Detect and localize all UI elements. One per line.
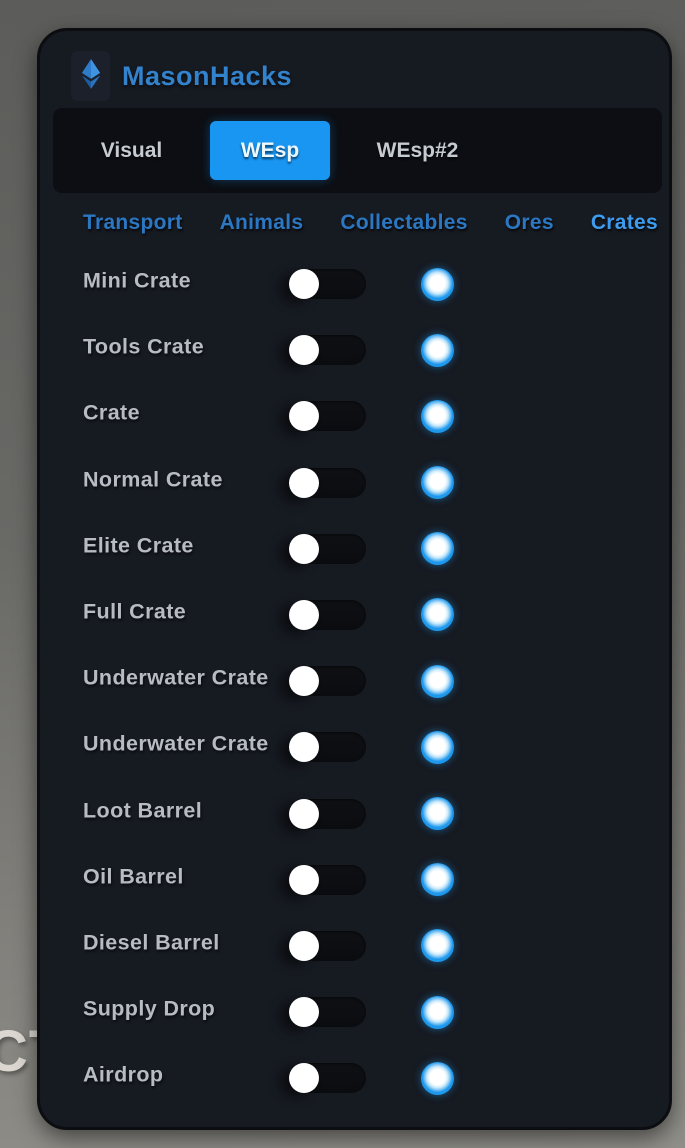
toggle-knob — [289, 467, 319, 498]
airdrop-color-picker[interactable] — [421, 1061, 454, 1095]
esp-row-tools-crate-1: Tools Crate — [40, 317, 669, 383]
esp-item-list: Mini Crate Tools Crate Crate Normal Crate El… — [40, 251, 669, 1111]
category-tab-bar: Transport Animals Collectables Ores Crates — [83, 207, 658, 239]
toggle-knob — [289, 533, 319, 564]
subtab-ores[interactable]: Ores — [504, 211, 554, 234]
subtab-crates[interactable]: Crates — [590, 211, 658, 234]
esp-row-loot-barrel-8: Loot Barrel — [40, 781, 669, 847]
tools-crate-color-picker[interactable] — [421, 333, 454, 367]
loot-barrel-toggle[interactable] — [289, 798, 366, 829]
esp-row-oil-barrel-9: Oil Barrel — [40, 847, 669, 913]
underwater-crate-toggle[interactable] — [289, 666, 366, 697]
toggle-knob — [289, 401, 319, 432]
esp-row-label: Supply Drop — [83, 996, 216, 1021]
esp-row-label: Airdrop — [83, 1062, 164, 1087]
mini-crate-toggle[interactable] — [289, 269, 366, 299]
oil-barrel-color-picker[interactable] — [421, 863, 454, 897]
esp-row-normal-crate-3: Normal Crate — [40, 450, 669, 516]
window-header: MasonHacks — [71, 51, 292, 101]
esp-row-label: Crate — [83, 400, 140, 425]
normal-crate-toggle[interactable] — [289, 467, 366, 498]
main-tab-bar: Visual WEsp WEsp#2 — [53, 108, 662, 193]
app-title: MasonHacks — [122, 60, 293, 91]
diesel-barrel-color-picker[interactable] — [421, 929, 454, 963]
masonhacks-window: MasonHacks Visual WEsp WEsp#2 Transport Ani… — [37, 28, 672, 1130]
supply-drop-color-picker[interactable] — [421, 995, 454, 1029]
toggle-knob — [289, 1063, 319, 1094]
esp-row-mini-crate-0: Mini Crate — [40, 251, 669, 317]
toggle-knob — [289, 335, 319, 366]
esp-row-label: Tools Crate — [83, 334, 205, 359]
esp-row-label: Underwater Crate — [83, 731, 269, 756]
esp-row-underwater-crate-6: Underwater Crate — [40, 648, 669, 714]
toggle-knob — [289, 599, 319, 630]
esp-row-label: Elite Crate — [83, 533, 194, 558]
full-crate-color-picker[interactable] — [421, 598, 454, 632]
tab-wesp-2[interactable]: WEsp#2 — [376, 138, 459, 162]
esp-row-airdrop-12: Airdrop — [40, 1045, 669, 1111]
loot-barrel-color-picker[interactable] — [421, 797, 454, 830]
esp-row-underwater-crate-7: Underwater Crate — [40, 714, 669, 780]
underwater-crate-toggle[interactable] — [289, 732, 366, 763]
toggle-knob — [289, 864, 319, 895]
subtab-collectables[interactable]: Collectables — [340, 211, 468, 234]
esp-row-crate-2: Crate — [40, 383, 669, 449]
supply-drop-toggle[interactable] — [289, 997, 366, 1028]
subtab-animals[interactable]: Animals — [219, 211, 304, 234]
underwater-crate-color-picker[interactable] — [421, 730, 454, 764]
diesel-barrel-toggle[interactable] — [289, 930, 366, 961]
esp-row-label: Loot Barrel — [83, 798, 203, 823]
full-crate-toggle[interactable] — [289, 599, 366, 630]
subtab-transport[interactable]: Transport — [83, 211, 183, 234]
esp-row-label: Diesel Barrel — [83, 930, 220, 955]
esp-row-supply-drop-11: Supply Drop — [40, 979, 669, 1045]
crate-color-picker[interactable] — [421, 399, 454, 433]
toggle-knob — [289, 930, 319, 961]
crate-toggle[interactable] — [289, 401, 366, 432]
esp-row-label: Normal Crate — [83, 467, 223, 492]
logo-badge — [71, 51, 110, 101]
toggle-knob — [289, 269, 319, 299]
elite-crate-toggle[interactable] — [289, 533, 366, 564]
tools-crate-toggle[interactable] — [289, 335, 366, 366]
oil-barrel-toggle[interactable] — [289, 864, 366, 895]
esp-row-label: Oil Barrel — [83, 864, 184, 889]
esp-row-label: Mini Crate — [83, 268, 191, 293]
esp-row-label: Full Crate — [83, 599, 187, 624]
underwater-crate-color-picker[interactable] — [421, 664, 454, 698]
esp-row-label: Underwater Crate — [83, 665, 269, 690]
mini-crate-color-picker[interactable] — [421, 267, 454, 301]
esp-row-elite-crate-4: Elite Crate — [40, 516, 669, 582]
normal-crate-color-picker[interactable] — [421, 466, 454, 500]
tab-wesp[interactable]: WEsp — [210, 121, 330, 180]
toggle-knob — [289, 666, 319, 697]
elite-crate-color-picker[interactable] — [421, 532, 454, 566]
esp-row-full-crate-5: Full Crate — [40, 582, 669, 648]
tab-visual[interactable]: Visual — [100, 138, 163, 162]
gem-icon — [78, 58, 104, 95]
toggle-knob — [289, 798, 319, 829]
esp-row-diesel-barrel-10: Diesel Barrel — [40, 913, 669, 979]
toggle-knob — [289, 997, 319, 1028]
toggle-knob — [289, 732, 319, 763]
airdrop-toggle[interactable] — [289, 1063, 366, 1094]
